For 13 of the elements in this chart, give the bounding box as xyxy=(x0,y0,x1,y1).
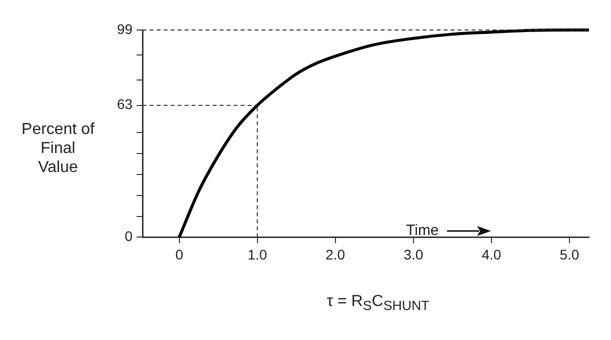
y-tick-label: 0 xyxy=(124,228,133,244)
x-axis-title: τ = R$_{S}$C$_{SHUNT}$ xyxy=(326,293,430,314)
x-tick-label: 0 xyxy=(175,246,184,262)
x-tick-label: 3.0 xyxy=(404,246,424,262)
annotation: Time xyxy=(406,222,439,239)
y-axis-title: Percent of Final Value xyxy=(20,120,96,177)
x-tick-label: 1.0 xyxy=(248,246,268,262)
y-tick-label: 99 xyxy=(116,20,133,37)
x-tick-label: 5.0 xyxy=(560,246,580,262)
x-tick-label: 4.0 xyxy=(482,246,502,262)
x-tick-label: 2.0 xyxy=(326,246,346,262)
y-tick-label: 63 xyxy=(116,96,133,112)
line-series xyxy=(178,28,590,239)
